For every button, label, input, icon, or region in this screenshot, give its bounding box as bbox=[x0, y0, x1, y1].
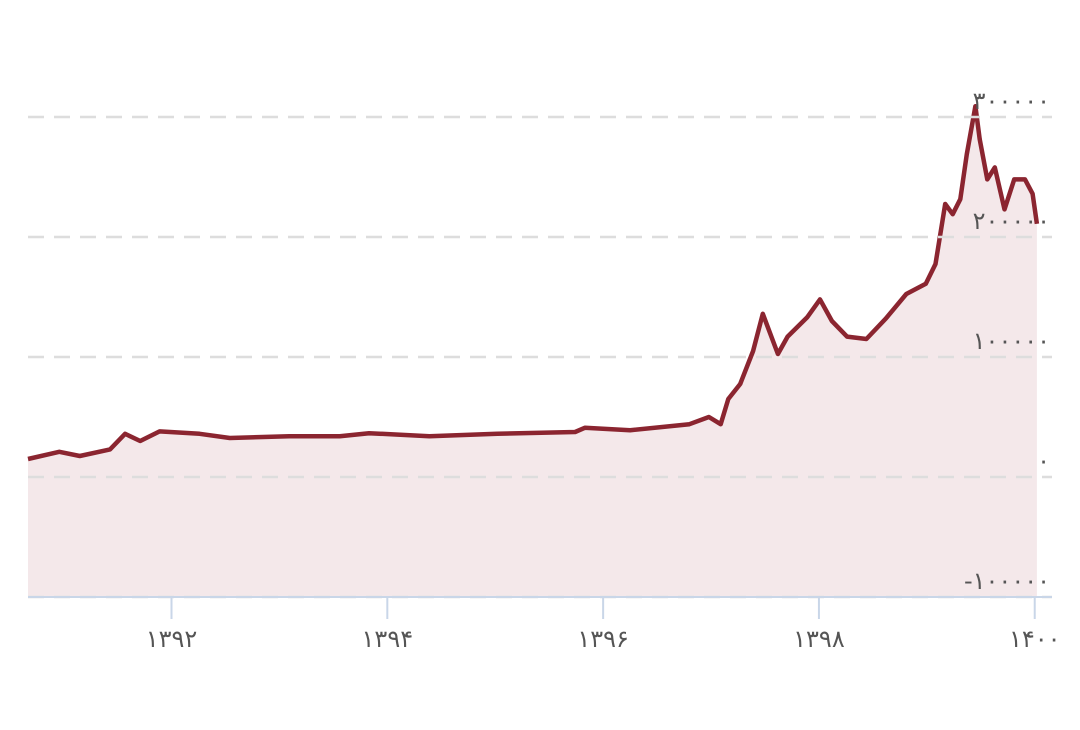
x-tick-label: ۱۳۹۸ bbox=[793, 625, 845, 653]
area bbox=[28, 106, 1037, 597]
y-tick-label: -۱۰۰۰۰۰ bbox=[964, 567, 1050, 595]
line bbox=[27, 103, 1040, 462]
x-tick-label: ۱۳۹۴ bbox=[362, 625, 414, 653]
x-tick-label: ۱۴۰۰ bbox=[1009, 625, 1061, 653]
x-tick-label: ۱۳۹۶ bbox=[577, 625, 629, 653]
y-tick-label: ۰ bbox=[1037, 447, 1050, 475]
y-tick-label: ۳۰۰۰۰۰ bbox=[973, 87, 1050, 115]
x-tick-label: ۱۳۹۲ bbox=[146, 625, 198, 653]
y-tick-label: ۱۰۰۰۰۰ bbox=[973, 327, 1050, 355]
y-tick-label: ۲۰۰۰۰۰ bbox=[973, 207, 1050, 235]
